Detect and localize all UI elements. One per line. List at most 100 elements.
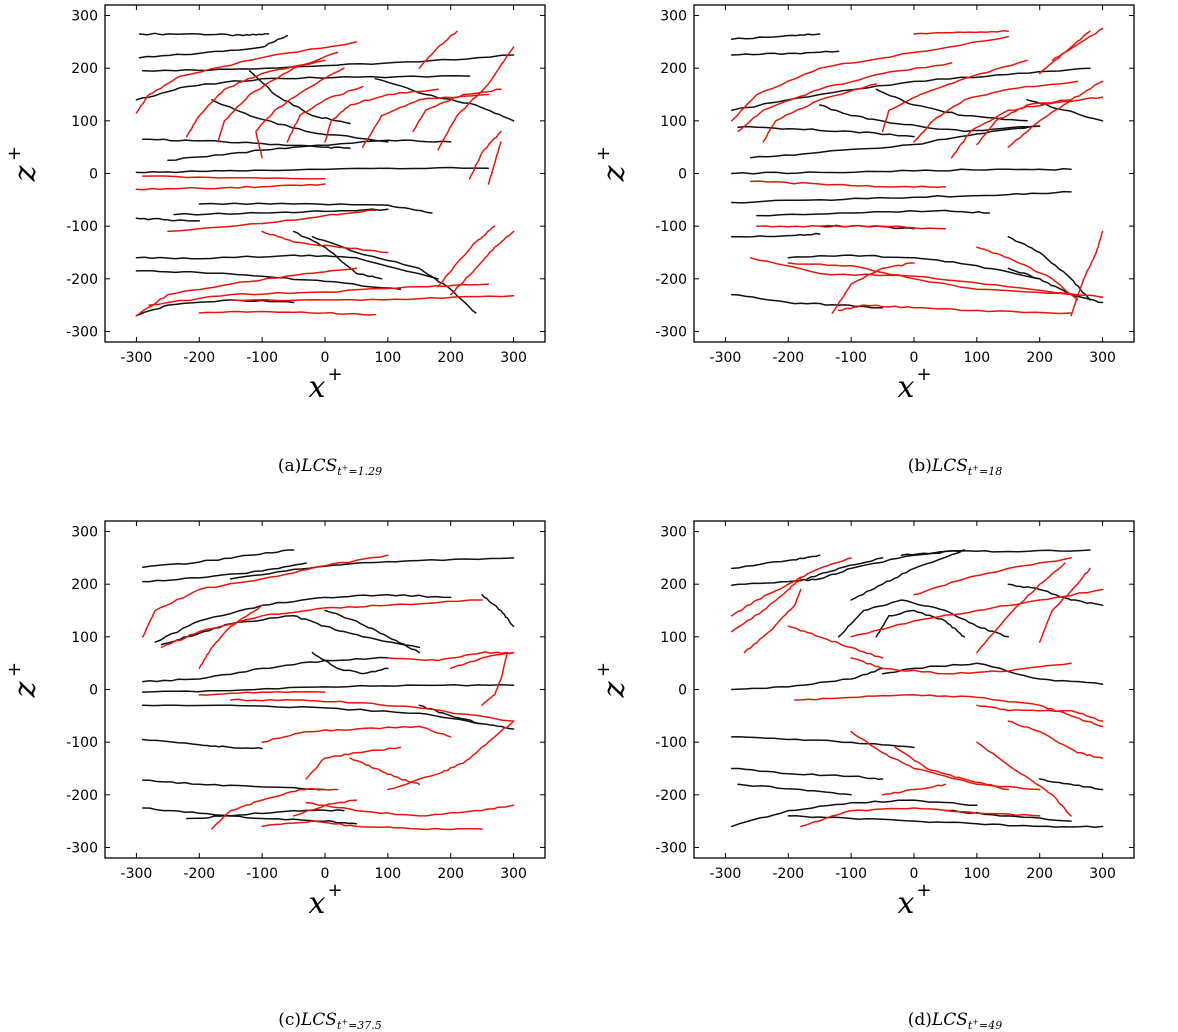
red-structure-curve [148, 283, 490, 306]
chart-svg: -300 -200 -100 0 100 200 300 -300 -200 -100 0 100 20… [4, 4, 546, 405]
red-structure-curve [1007, 80, 1104, 148]
black-structure-curve [135, 74, 471, 101]
y-axis-label: z [597, 681, 632, 698]
y-tick-label: -300 [655, 324, 687, 340]
red-structure-curve [976, 741, 1072, 817]
caption-sub-base: t [967, 465, 973, 479]
black-structure-curve [730, 767, 884, 781]
red-structure-curve [1051, 27, 1104, 62]
x-tick-label: -300 [710, 866, 742, 882]
black-structure-curve [818, 549, 966, 580]
y-tick-label: 100 [660, 114, 687, 130]
y-tick-label: 0 [678, 683, 687, 699]
y-axis-label: z [597, 165, 632, 182]
red-structure-curve [837, 304, 1072, 315]
red-structure-curve [449, 230, 515, 296]
caption-prefix: (b) [907, 456, 932, 476]
x-tick-label: 100 [374, 866, 401, 882]
red-structure-curve [1070, 230, 1104, 317]
red-structure-curve [1007, 720, 1104, 759]
red-structure-curve [894, 746, 1010, 791]
red-structure-curve [737, 62, 953, 133]
black-structure-curve [1007, 235, 1091, 301]
x-axis-label: x [309, 370, 326, 405]
red-structure-curve [913, 80, 1079, 143]
black-structure-curve [374, 77, 515, 122]
black-structure-curve [787, 815, 1104, 828]
x-tick-label: -300 [121, 866, 153, 882]
black-structure-curve [900, 549, 1091, 556]
y-tick-label: 200 [660, 61, 687, 77]
x-tick-label: 300 [500, 350, 527, 366]
x-tick-label: -300 [121, 350, 153, 366]
red-structure-curve [387, 720, 515, 791]
caption-sub-rest: =1.29 [348, 465, 383, 479]
y-tick-label: -300 [66, 840, 98, 856]
chart-svg: -300 -200 -100 0 100 200 300 -300 -200 -100 0 100 20… [4, 520, 546, 921]
black-structure-curve [135, 254, 439, 280]
x-tick-label: 200 [437, 866, 464, 882]
y-tick-label: -200 [655, 272, 687, 288]
chart-panel-b: -300 -200 -100 0 100 200 300 -300 -200 -100 0 100 20… [589, 0, 1178, 516]
x-tick-label: -300 [710, 350, 742, 366]
caption-sub: t+=49 [968, 1018, 1002, 1032]
caption-sub-rest: =37.5 [348, 1019, 382, 1032]
black-structure-curve [806, 557, 884, 580]
black-structure-curve [135, 269, 402, 291]
y-tick-label: 200 [660, 577, 687, 593]
y-tick-label: 200 [71, 61, 98, 77]
y-tick-label: 300 [71, 9, 98, 25]
red-structure-curve [211, 788, 339, 830]
red-structure-curve [255, 67, 345, 159]
red-structure-curve [286, 85, 364, 143]
black-structure-curve [167, 139, 452, 162]
black-structure-curve [141, 738, 263, 750]
black-structure-curve [730, 190, 1072, 204]
x-tick-label: -100 [246, 866, 278, 882]
red-structure-curve [141, 175, 326, 180]
red-structure-curve [217, 51, 339, 143]
x-tick-label: 200 [1026, 350, 1053, 366]
y-tick-label: -300 [66, 324, 98, 340]
black-structure-curve [138, 34, 289, 59]
red-structure-curve [831, 262, 915, 314]
black-structure-curve [737, 125, 915, 138]
y-axis-label: z [8, 681, 43, 698]
black-structure-curve [875, 609, 966, 638]
y-axis-label-sup: + [593, 662, 614, 677]
red-structure-curve [185, 59, 326, 138]
red-structure-curve [387, 651, 515, 662]
red-structure-curve [437, 225, 496, 288]
y-tick-label: 100 [71, 114, 98, 130]
caption-main: LCS [931, 456, 968, 476]
red-structure-curve [787, 262, 1072, 296]
caption-sub-rest: =18 [979, 465, 1003, 479]
red-structure-curve [167, 209, 377, 233]
y-tick-label: 100 [71, 630, 98, 646]
y-tick-label: 200 [71, 577, 98, 593]
black-structure-curve [324, 609, 421, 654]
x-axis-label-sup: + [327, 880, 342, 901]
y-axis-label-sup: + [4, 662, 25, 677]
x-tick-label: 200 [1026, 866, 1053, 882]
black-structure-curve [749, 125, 1041, 159]
caption-prefix: (d) [907, 1010, 932, 1030]
red-structure-curve [437, 46, 515, 151]
caption-sub-sup: + [341, 463, 349, 473]
caption-sub-sup: + [341, 1017, 349, 1027]
red-structure-curve [418, 30, 458, 69]
x-tick-label: 0 [321, 866, 330, 882]
black-structure-curve [154, 593, 452, 643]
x-tick-label: 0 [321, 350, 330, 366]
black-structure-curve [141, 549, 295, 569]
x-axis-label-sup: + [916, 880, 931, 901]
red-structure-curve [749, 180, 947, 188]
black-structure-curve [135, 299, 295, 317]
y-tick-label: -200 [66, 788, 98, 804]
black-structure-curve [1007, 267, 1104, 304]
black-structure-curve [730, 33, 821, 40]
x-tick-label: -100 [835, 866, 867, 882]
red-structure-curve [481, 651, 509, 707]
x-tick-label: -200 [183, 350, 215, 366]
caption-sub: t+=1.29 [337, 463, 383, 479]
